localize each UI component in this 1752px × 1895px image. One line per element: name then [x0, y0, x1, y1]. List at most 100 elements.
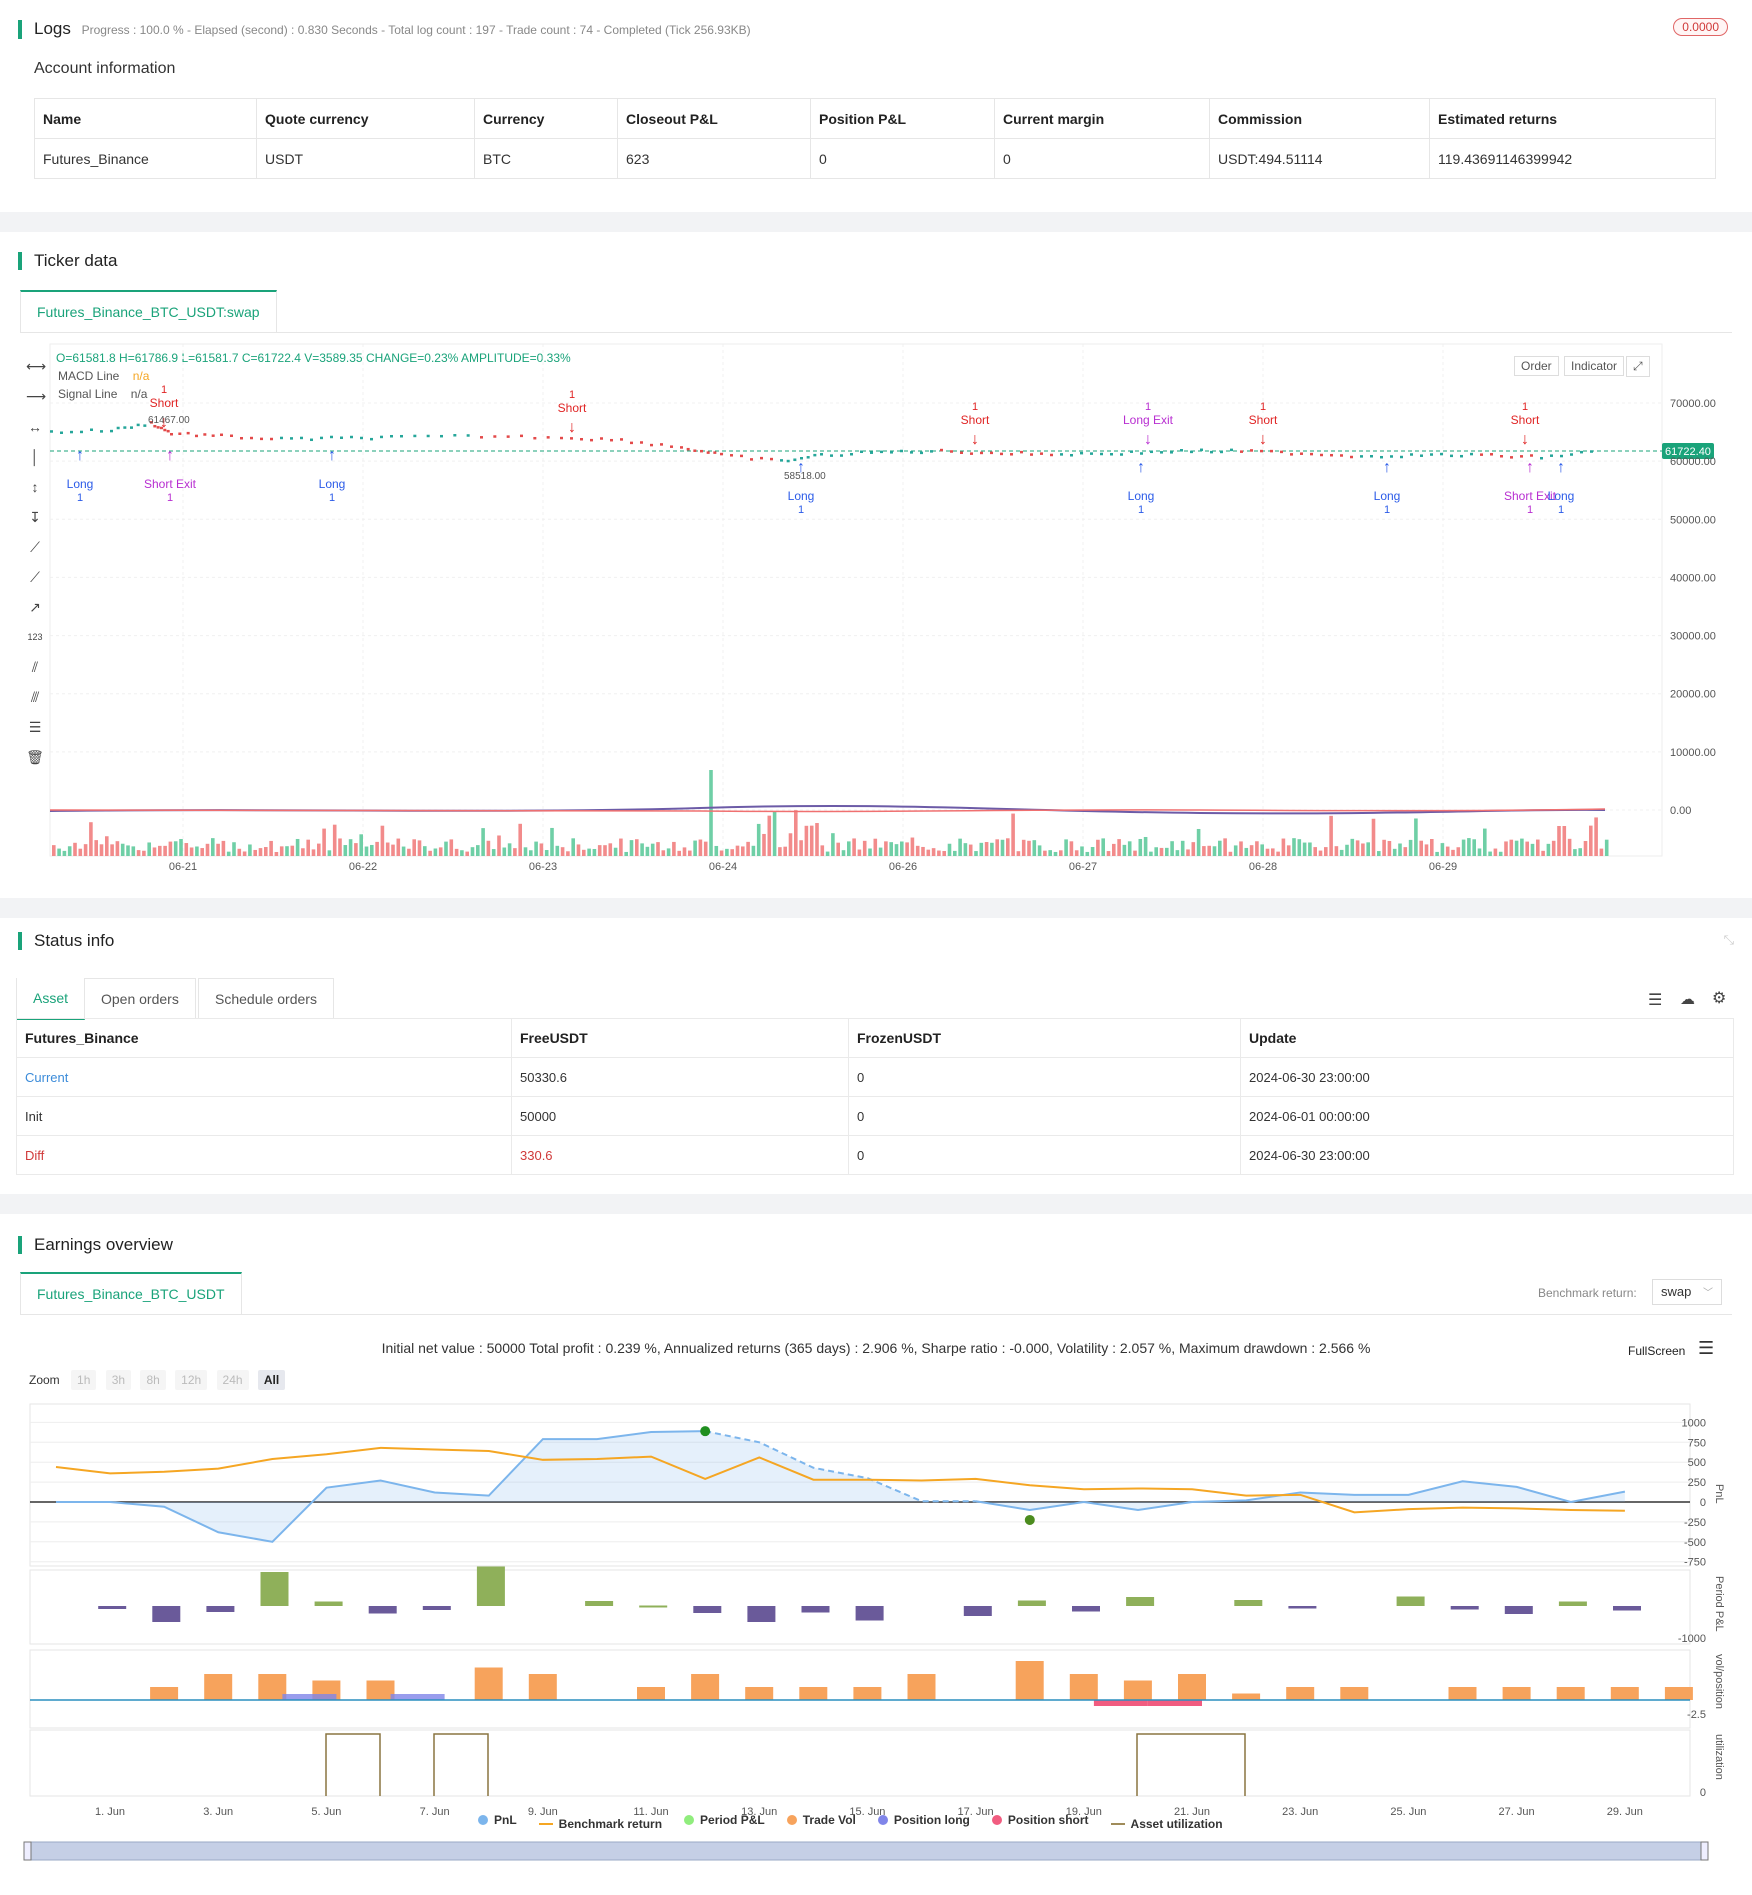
- horizontal-line-tool-icon[interactable]: ⟷: [26, 358, 47, 374]
- legend-label: Position long: [893, 1813, 970, 1827]
- fullscreen-button[interactable]: FullScreen: [1628, 1344, 1686, 1358]
- tab-schedule-orders[interactable]: Schedule orders: [198, 978, 334, 1019]
- menu-icon[interactable]: ☰: [1698, 1338, 1715, 1358]
- fib-tool-icon[interactable]: ⫻: [30, 689, 40, 705]
- account-header-cell: Currency: [474, 98, 618, 139]
- volume-bar: [407, 848, 411, 856]
- pnl-axis-label: PnL: [1713, 1484, 1725, 1504]
- zoom-8h-button[interactable]: 8h: [140, 1370, 166, 1390]
- macd-value: n/a: [132, 369, 150, 383]
- signal-legend: Signal Line n/a: [58, 387, 147, 401]
- volume-bar: [788, 833, 793, 856]
- volume-bar: [131, 846, 136, 856]
- volume-bar: [285, 846, 289, 856]
- volume-bar: [380, 825, 385, 856]
- expand-icon[interactable]: ⤢: [1626, 356, 1650, 377]
- tab-open-orders[interactable]: Open orders: [84, 978, 196, 1019]
- volume-bar: [958, 838, 962, 856]
- list-view-icon[interactable]: ☰: [1648, 992, 1663, 1009]
- zoom-all-button[interactable]: All: [257, 1370, 286, 1390]
- earnings-chart[interactable]: 1000 750 500 250 0 -250 -500 -750 PnL -1000 Period…: [0, 1214, 1752, 1895]
- arrow-line-tool-icon[interactable]: ↗: [29, 599, 41, 615]
- legend-item[interactable]: Position long: [877, 1813, 970, 1827]
- extended-line-tool-icon[interactable]: ↔: [28, 419, 42, 435]
- candle: [400, 434, 403, 438]
- volume-bar: [507, 843, 512, 856]
- volume-bar: [279, 846, 284, 856]
- earnings-tab[interactable]: Futures_Binance_BTC_USDT: [20, 1272, 242, 1314]
- tab-asset[interactable]: Asset: [16, 978, 86, 1020]
- zoom-24h-button[interactable]: 24h: [216, 1370, 249, 1390]
- candle: [1060, 453, 1063, 456]
- status-cell-current[interactable]: Current: [16, 1057, 512, 1097]
- legend-item[interactable]: Period P&L: [684, 1813, 765, 1827]
- ticker-tab[interactable]: Futures_Binance_BTC_USDT:swap: [20, 290, 277, 332]
- legend-item[interactable]: Trade Vol: [786, 1813, 856, 1827]
- volume-bar: [1117, 839, 1121, 856]
- vertical-line-tool-icon[interactable]: │: [30, 449, 40, 465]
- volume-bar: [603, 845, 607, 856]
- candle: [156, 426, 160, 429]
- collapse-icon[interactable]: ⤡: [1723, 932, 1734, 947]
- legend-item[interactable]: Position short: [991, 1813, 1089, 1827]
- zoom-12h-button[interactable]: 12h: [175, 1370, 208, 1390]
- volume-bar: [661, 850, 666, 856]
- period-pnl-bar: [1613, 1606, 1641, 1611]
- trade-vol-bar: [1178, 1674, 1206, 1700]
- horizontal-ray-tool-icon[interactable]: ⟶: [26, 388, 47, 404]
- logs-title-text: Logs: [34, 19, 71, 38]
- legend-item[interactable]: Benchmark return: [538, 1817, 662, 1831]
- vertical-segment-tool-icon[interactable]: ↕: [31, 479, 39, 495]
- zoom-1h-button[interactable]: 1h: [71, 1370, 97, 1390]
- candle: [506, 435, 510, 438]
- volume-bar: [1027, 840, 1031, 856]
- parallel-channel-tool-icon[interactable]: ⫽: [31, 659, 39, 675]
- zoom-3h-button[interactable]: 3h: [105, 1370, 132, 1390]
- cloud-download-icon[interactable]: ☁: [1680, 991, 1695, 1008]
- legend-swatch: [877, 1815, 888, 1825]
- vol-tick: -2.5: [1687, 1709, 1706, 1721]
- fib-levels-tool-icon[interactable]: ☰: [28, 719, 42, 735]
- candle: [80, 430, 83, 434]
- volume-bar: [322, 828, 326, 856]
- candle: [1290, 453, 1293, 456]
- legend-item[interactable]: Asset utilization: [1110, 1817, 1223, 1831]
- volume-bar: [274, 851, 279, 856]
- volume-bar: [253, 849, 257, 856]
- trend-line-tool-icon[interactable]: ⟋: [30, 539, 40, 555]
- candle: [1540, 456, 1543, 460]
- candle: [760, 456, 763, 460]
- volume-bar: [799, 840, 803, 856]
- candle: [686, 447, 690, 451]
- candle: [970, 452, 973, 455]
- volume-bar: [364, 846, 369, 856]
- volume-bar: [248, 844, 252, 856]
- indicator-button[interactable]: Indicator: [1564, 356, 1625, 376]
- candle: [750, 458, 753, 461]
- ray-tool-icon[interactable]: ⟋: [30, 569, 40, 585]
- legend-item[interactable]: PnL: [478, 1813, 517, 1827]
- x-tick-label: 23. Jun: [1282, 1806, 1318, 1818]
- status-cell: 2024-06-01 00:00:00: [1240, 1096, 1734, 1136]
- volume-bar: [1170, 841, 1174, 856]
- candle: [211, 434, 215, 437]
- period-pnl-bar: [1558, 1601, 1587, 1606]
- settings-gear-icon[interactable]: ⚙: [1712, 990, 1727, 1007]
- candle: [440, 434, 443, 438]
- candle: [100, 430, 103, 433]
- pnl-tick: -750: [1684, 1557, 1706, 1569]
- order-button[interactable]: Order: [1514, 356, 1559, 376]
- vertical-ray-tool-icon[interactable]: ↧: [29, 509, 41, 525]
- candle: [50, 430, 53, 433]
- volume-bar: [1138, 838, 1143, 856]
- benchmark-select[interactable]: swap ﹀: [1652, 1279, 1722, 1305]
- marker-qty: 1: [77, 492, 83, 504]
- volume-bar: [518, 823, 522, 856]
- y-tick-label: 40000.00: [1670, 572, 1716, 584]
- volume-bar: [709, 770, 713, 856]
- account-cell: 0: [810, 138, 995, 179]
- period-pnl-bar: [747, 1606, 776, 1622]
- trash-icon[interactable]: 🗑: [26, 749, 44, 765]
- price-label-tool-icon[interactable]: 123: [27, 632, 43, 642]
